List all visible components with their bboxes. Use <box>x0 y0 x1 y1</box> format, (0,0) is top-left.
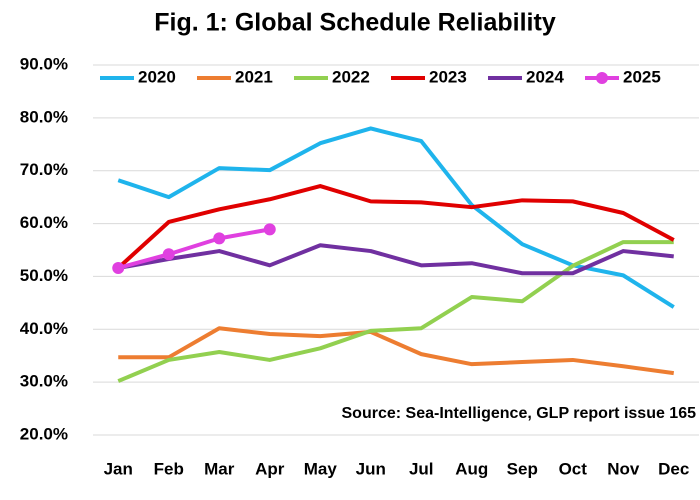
x-tick-label: Oct <box>559 459 588 478</box>
legend-label: 2024 <box>526 67 564 86</box>
y-tick-label: 50.0% <box>20 266 68 285</box>
series-line <box>117 243 674 276</box>
series-line <box>116 184 675 270</box>
series-line <box>117 240 674 383</box>
x-tick-label: May <box>304 459 338 478</box>
point-marker <box>263 223 276 236</box>
x-tick-label: Jun <box>356 459 386 478</box>
legend-label: 2023 <box>429 67 467 86</box>
y-tick-label: 20.0% <box>20 424 68 443</box>
x-tick-label: Jul <box>409 459 434 478</box>
x-tick-label: Jan <box>104 459 133 478</box>
y-tick-label: 90.0% <box>20 54 68 73</box>
x-tick-label: Apr <box>255 459 285 478</box>
x-tick-label: Nov <box>607 459 640 478</box>
y-tick-label: 40.0% <box>20 319 68 338</box>
y-tick-label: 70.0% <box>20 160 68 179</box>
series-line <box>118 326 675 376</box>
legend-marker <box>596 72 608 84</box>
annotation: Source: Sea-Intelligence, GLP report iss… <box>342 405 697 422</box>
chart-title: Fig. 1: Global Schedule Reliability <box>154 9 556 37</box>
x-tick-label: Aug <box>455 459 488 478</box>
x-tick-label: Mar <box>204 459 235 478</box>
x-tick-label: Feb <box>154 459 184 478</box>
x-tick-label: Sep <box>507 459 538 478</box>
legend-label: 2020 <box>138 67 176 86</box>
series-line <box>117 126 675 309</box>
y-tick-label: 80.0% <box>20 107 68 126</box>
point-marker <box>213 232 226 245</box>
point-marker <box>162 248 175 261</box>
legend-label: 2021 <box>235 67 273 86</box>
series-line <box>117 227 271 270</box>
point-marker <box>112 261 125 274</box>
y-tick-label: 60.0% <box>20 213 68 232</box>
y-tick-label: 30.0% <box>20 372 68 391</box>
legend-label: 2022 <box>332 67 370 86</box>
legend-label: 2025 <box>623 67 661 86</box>
x-tick-label: Dec <box>658 459 689 478</box>
